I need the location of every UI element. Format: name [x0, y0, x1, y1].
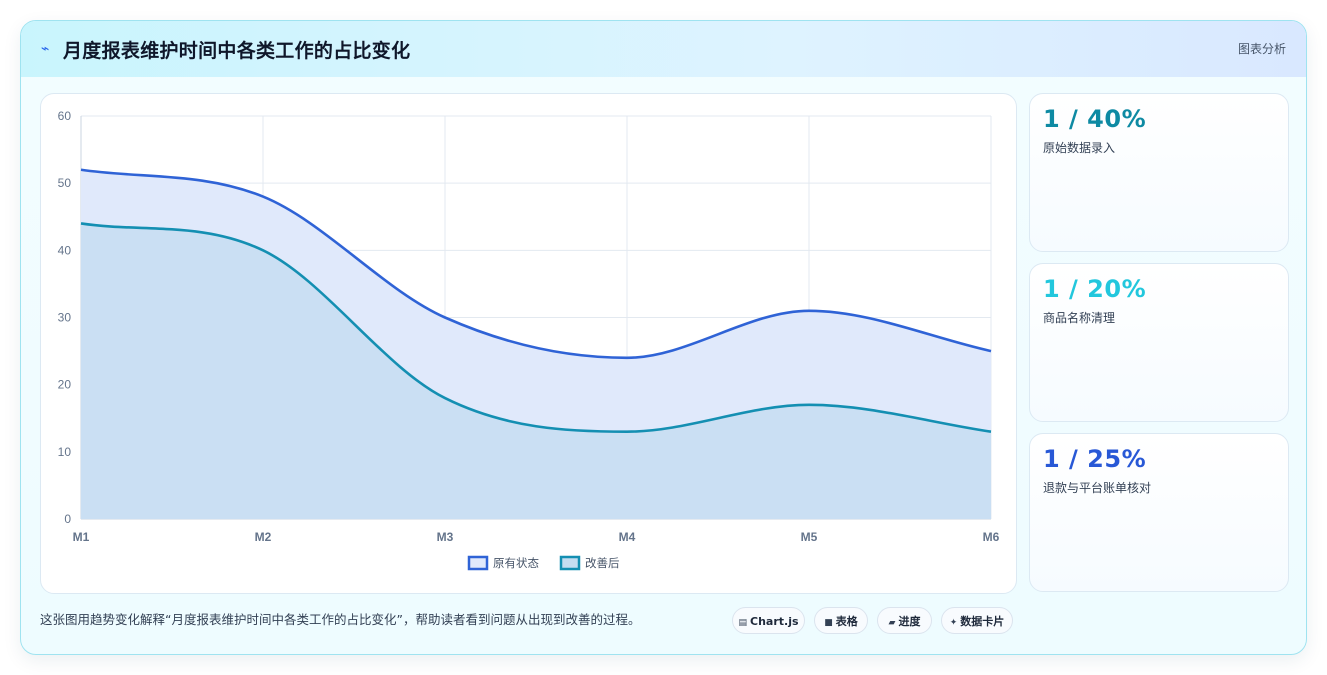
stat-label: 商品名称清理: [1043, 311, 1116, 325]
progress-icon: ▰: [888, 618, 896, 628]
sparkle-icon: ✦: [949, 618, 958, 628]
stat-label: 原始数据录入: [1043, 141, 1116, 155]
y-tick-label: 0: [64, 512, 71, 526]
y-tick-label: 40: [58, 243, 72, 257]
stat-value: 1 / 40%: [1043, 105, 1147, 133]
x-tick-label: M1: [73, 530, 90, 544]
chart-icon: ▤: [738, 618, 747, 628]
legend-swatch: [559, 555, 581, 571]
stat-card-refund-reconcile: 1 / 25% 退款与平台账单核对: [1029, 433, 1289, 592]
series-line-1: [80, 222, 992, 433]
x-tick-label: M5: [801, 530, 818, 544]
x-tick-label: M6: [983, 530, 1000, 544]
stat-card-name-cleanup: 1 / 20% 商品名称清理: [1029, 263, 1289, 422]
stat-label: 退款与平台账单核对: [1043, 481, 1152, 495]
x-tick-label: M2: [255, 530, 272, 544]
y-tick-label: 10: [58, 445, 72, 459]
chip-data-card[interactable]: ✦ 数据卡片: [941, 607, 1013, 634]
y-tick-label: 20: [58, 378, 72, 392]
legend-label: 改善后: [585, 556, 620, 570]
chip-progress[interactable]: ▰ 进度: [877, 607, 932, 634]
table-icon: ■: [824, 618, 833, 628]
chip-chartjs[interactable]: ▤ Chart.js: [732, 607, 805, 634]
stat-value: 1 / 25%: [1043, 445, 1147, 473]
stat-card-raw-entry: 1 / 40% 原始数据录入: [1029, 93, 1289, 252]
stat-value: 1 / 20%: [1043, 275, 1147, 303]
card-header: ⌁ 月度报表维护时间中各类工作的占比变化 图表分析: [21, 21, 1306, 77]
legend-swatch: [467, 555, 489, 571]
chip-table[interactable]: ■ 表格: [814, 607, 868, 634]
chart-analysis-tag: 图表分析: [1237, 42, 1286, 56]
page-title: 月度报表维护时间中各类工作的占比变化: [63, 40, 411, 62]
y-tick-label: 30: [58, 311, 72, 325]
x-tick-label: M4: [619, 530, 636, 544]
area-chart: 0 10 20 30 40 50 60 M1 M2 M3 M4 M5 M6 原有状态 改善后: [58, 109, 1000, 571]
lightning-icon: ⌁: [41, 41, 50, 57]
y-tick-label: 50: [58, 176, 72, 190]
series-area-1: [81, 223, 991, 519]
legend-label: 原有状态: [493, 556, 539, 570]
x-tick-label: M3: [437, 530, 454, 544]
y-tick-label: 60: [58, 109, 72, 123]
series-line-0: [80, 168, 992, 360]
report-card: ⌁ 月度报表维护时间中各类工作的占比变化 图表分析 0 10 20 30 40 50 60 M…: [20, 20, 1307, 655]
chart-panel: 0 10 20 30 40 50 60 M1 M2 M3 M4 M5 M6 原有状态 改善后: [40, 93, 1017, 594]
chart-caption: 这张图用趋势变化解释“月度报表维护时间中各类工作的占比变化”，帮助读者看到问题从…: [40, 612, 641, 627]
